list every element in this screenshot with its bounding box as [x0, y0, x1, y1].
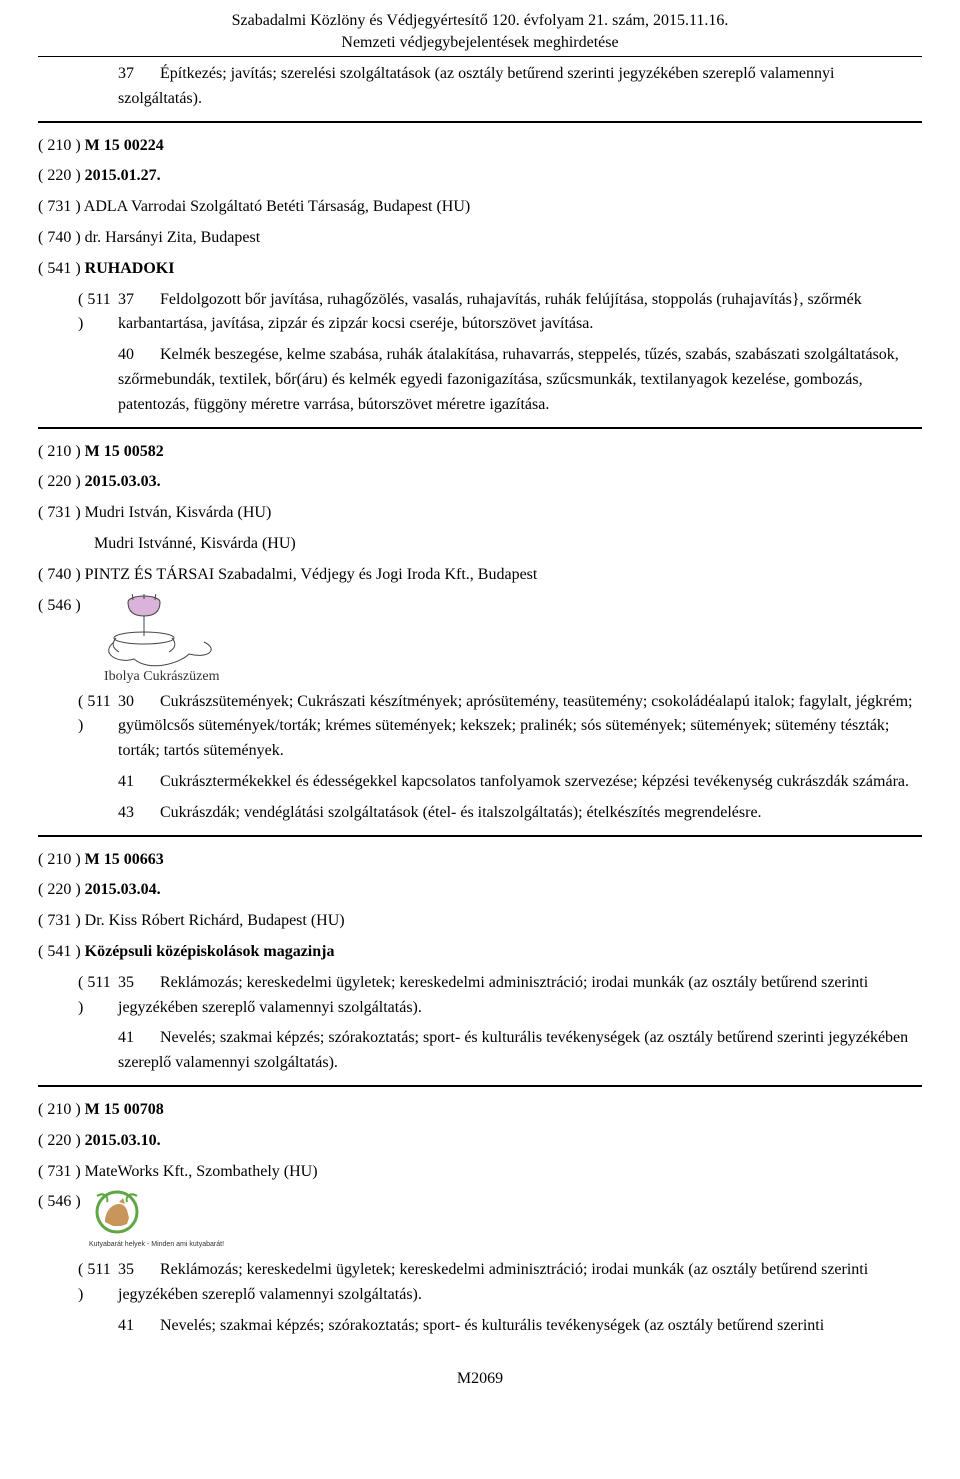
field-220-value: 2015.03.04.: [85, 881, 161, 898]
trademark-entry: ( 210 ) M 15 00224 ( 220 ) 2015.01.27. (…: [38, 131, 922, 421]
field-731-value: Dr. Kiss Róbert Richárd, Budapest (HU): [85, 912, 345, 929]
entry-separator: [38, 835, 922, 837]
dog-logo-icon: Kutyabarát helyek - Minden ami kutyabará…: [89, 1190, 249, 1252]
trademark-entry: ( 210 ) M 15 00708 ( 220 ) 2015.03.10. (…: [38, 1095, 922, 1342]
field-731-value: Mudri István, Kisvárda (HU): [85, 504, 272, 521]
field-740-value: PINTZ ÉS TÁRSAI Szabadalmi, Védjegy és J…: [85, 566, 538, 583]
field-210-value: M 15 00224: [85, 137, 164, 154]
cake-logo-icon: Ibolya Cukrászüzem: [89, 594, 229, 684]
field-731-value: ADLA Varrodai Szolgáltató Betéti Társasá…: [84, 198, 470, 215]
class-number: 35: [118, 971, 156, 996]
class-item: ( 511 ) 37 Feldolgozott bőr javítása, ru…: [38, 285, 922, 341]
class-number: 37: [118, 62, 156, 87]
field-210-value: M 15 00582: [85, 443, 164, 460]
class-number: 35: [118, 1258, 156, 1283]
class-item: 40 Kelmék beszegése, kelme szabása, ruhá…: [38, 340, 922, 420]
field-731-label: ( 731 ): [38, 1163, 81, 1180]
field-220-value: 2015.03.10.: [85, 1132, 161, 1149]
field-220-label: ( 220 ): [38, 1132, 81, 1149]
field-541-label: ( 541 ): [38, 943, 81, 960]
field-511-label: ( 511 ): [38, 690, 118, 740]
field-220-label: ( 220 ): [38, 881, 81, 898]
header-rule: [38, 56, 922, 57]
field-731-value: MateWorks Kft., Szombathely (HU): [85, 1163, 318, 1180]
field-731-label: ( 731 ): [38, 198, 81, 215]
field-541-value: Középsuli középiskolások magazinja: [85, 943, 335, 960]
class-item: 41 Nevelés; szakmai képzés; szórakoztatá…: [38, 1023, 922, 1079]
entry-separator: [38, 1085, 922, 1087]
field-731-label: ( 731 ): [38, 912, 81, 929]
field-511-label: ( 511 ): [38, 288, 118, 338]
gazette-header-line2: Nemzeti védjegybejelentések meghirdetése: [38, 32, 922, 54]
class-text: Nevelés; szakmai képzés; szórakoztatás; …: [160, 1317, 824, 1334]
field-220-value: 2015.01.27.: [85, 167, 161, 184]
class-text: Cukrászdák; vendéglátási szolgáltatások …: [160, 804, 762, 821]
field-546-label: ( 546 ): [38, 594, 81, 619]
class-number: 41: [118, 1314, 156, 1339]
class-item: ( 511 ) 35 Reklámozás; kereskedelmi ügyl…: [38, 1255, 922, 1311]
field-740-label: ( 740 ): [38, 566, 81, 583]
field-511-label: ( 511 ): [38, 971, 118, 1021]
class-text: Reklámozás; kereskedelmi ügyletek; keres…: [118, 974, 868, 1016]
field-731-label: ( 731 ): [38, 504, 81, 521]
class-item: 43 Cukrászdák; vendéglátási szolgáltatás…: [38, 798, 922, 829]
class-text: Feldolgozott bőr javítása, ruhagőzölés, …: [118, 291, 862, 333]
class-number: 30: [118, 690, 156, 715]
gazette-header-line1: Szabadalmi Közlöny és Védjegyértesítő 12…: [38, 10, 922, 32]
field-220-value: 2015.03.03.: [85, 473, 161, 490]
entry-separator: [38, 121, 922, 123]
class-text: Cukrászsütemények; Cukrászati készítmény…: [118, 693, 913, 760]
class-text: Cukrásztermékekkel és édességekkel kapcs…: [160, 773, 909, 790]
entry-separator: [38, 427, 922, 429]
class-item: ( 511 ) 35 Reklámozás; kereskedelmi ügyl…: [38, 968, 922, 1024]
field-541-label: ( 541 ): [38, 260, 81, 277]
logo-caption: Kutyabarát helyek - Minden ami kutyabará…: [89, 1241, 224, 1248]
field-731b-value: Mudri Istvánné, Kisvárda (HU): [94, 535, 296, 552]
class-number: 41: [118, 1026, 156, 1051]
field-210-label: ( 210 ): [38, 137, 81, 154]
trademark-image: Ibolya Cukrászüzem: [89, 594, 229, 684]
trademark-entry: ( 210 ) M 15 00663 ( 220 ) 2015.03.04. (…: [38, 845, 922, 1079]
class-text: Nevelés; szakmai képzés; szórakoztatás; …: [118, 1029, 908, 1071]
field-541-value: RUHADOKI: [85, 260, 175, 277]
class-text: Reklámozás; kereskedelmi ügyletek; keres…: [118, 1261, 868, 1303]
field-210-label: ( 210 ): [38, 443, 81, 460]
field-220-label: ( 220 ): [38, 473, 81, 490]
field-740-label: ( 740 ): [38, 229, 81, 246]
class-item: 37 Építkezés; javítás; szerelési szolgál…: [38, 59, 922, 115]
field-546-label: ( 546 ): [38, 1190, 81, 1215]
class-number: 37: [118, 288, 156, 313]
trademark-entry: ( 210 ) M 15 00582 ( 220 ) 2015.03.03. (…: [38, 437, 922, 829]
field-740-value: dr. Harsányi Zita, Budapest: [85, 229, 261, 246]
field-511-label: ( 511 ): [38, 1258, 118, 1308]
class-item: 41 Nevelés; szakmai képzés; szórakoztatá…: [38, 1311, 922, 1342]
trademark-image: Kutyabarát helyek - Minden ami kutyabará…: [89, 1190, 249, 1252]
class-number: 40: [118, 343, 156, 368]
svg-text:Ibolya Cukrászüzem: Ibolya Cukrászüzem: [104, 669, 220, 684]
page-number: M2069: [38, 1348, 922, 1388]
field-220-label: ( 220 ): [38, 167, 81, 184]
field-210-label: ( 210 ): [38, 851, 81, 868]
class-text: Építkezés; javítás; szerelési szolgáltat…: [118, 65, 834, 107]
class-item: ( 511 ) 30 Cukrászsütemények; Cukrászati…: [38, 687, 922, 767]
class-number: 41: [118, 770, 156, 795]
class-item: 41 Cukrásztermékekkel és édességekkel ka…: [38, 767, 922, 798]
field-210-value: M 15 00663: [85, 851, 164, 868]
field-210-value: M 15 00708: [85, 1101, 164, 1118]
class-number: 43: [118, 801, 156, 826]
field-210-label: ( 210 ): [38, 1101, 81, 1118]
class-text: Kelmék beszegése, kelme szabása, ruhák á…: [118, 346, 899, 413]
